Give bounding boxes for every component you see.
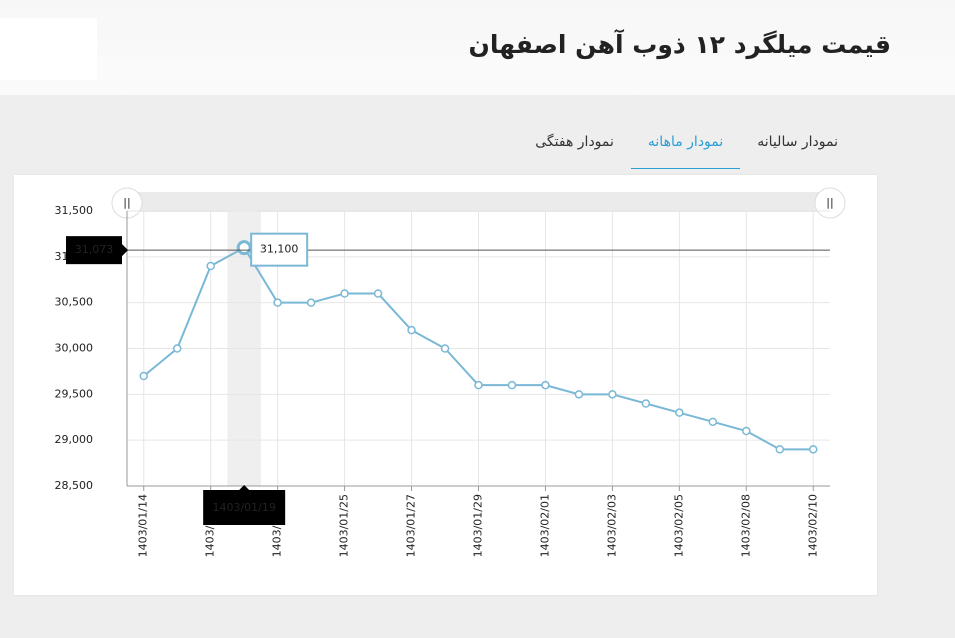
point [809,445,818,454]
logo [0,18,97,80]
point [440,344,450,353]
tab[interactable]: نمودار سالیانه [757,134,838,150]
point [474,380,483,390]
tooltip-text: 31,100 [260,243,299,256]
point [641,399,651,408]
y-tick-label: 29,500 [55,387,94,400]
point [340,289,349,298]
y-tick-label: 30,500 [55,296,94,309]
point [306,298,316,307]
y-tick-label: 28,500 [55,479,94,492]
point [139,371,148,381]
point [273,298,282,307]
point [541,380,550,390]
x-tick-label: 1403/01/14 [137,494,150,557]
x-tick-label: 1403/02/03 [605,494,618,557]
page-title: قیمت میلگرد ۱۲ ذوب آهن اصفهان [468,30,892,59]
date-tooltip-text: 1403/01/19 [212,501,275,514]
point [236,240,252,256]
x-tick-label: 1403/02/08 [739,494,752,557]
point [206,261,215,271]
navigator[interactable] [127,192,830,212]
point [172,344,182,353]
point [574,390,584,399]
date-tooltip-arrow [238,485,251,491]
y-tick-label: 31,500 [55,204,94,217]
handle-grip: || [123,196,130,209]
point [742,426,751,436]
crosshair-text: 31,073 [75,243,114,256]
tooltip-box [250,232,309,267]
header: قیمت میلگرد ۱۲ ذوب آهن اصفهان [0,0,955,95]
x-tick-label: 1403/02/10 [806,494,819,557]
point [407,325,416,335]
point [775,445,785,454]
x-tick-label: 1403/01/25 [338,494,351,557]
point [507,380,517,390]
x-tick-label: 1403/02/01 [538,494,551,557]
y-tick-label: 29,000 [55,433,94,446]
x-tick-label: 1403/01/29 [472,494,485,557]
tab[interactable]: نمودار هفتگی [535,134,614,150]
crosshair-arrow [122,244,128,257]
point [675,408,684,417]
date-tooltip-box [203,490,286,525]
tabs: نمودار هفتگی نمودار ماهانه نمودار سالیانه [518,122,855,169]
x-tick-label: 1403/01/27 [405,494,418,557]
point [608,390,617,399]
y-tick-label: 30,000 [55,342,94,355]
handle-grip: || [826,196,833,209]
crosshair-box [66,236,122,265]
x-tick-label: 1403/02/05 [672,494,685,557]
chart-card [14,175,877,595]
tab[interactable]: نمودار ماهانه [630,122,741,169]
point [373,289,383,298]
point [708,417,718,427]
crosshair-label: 31,073 [66,236,128,265]
